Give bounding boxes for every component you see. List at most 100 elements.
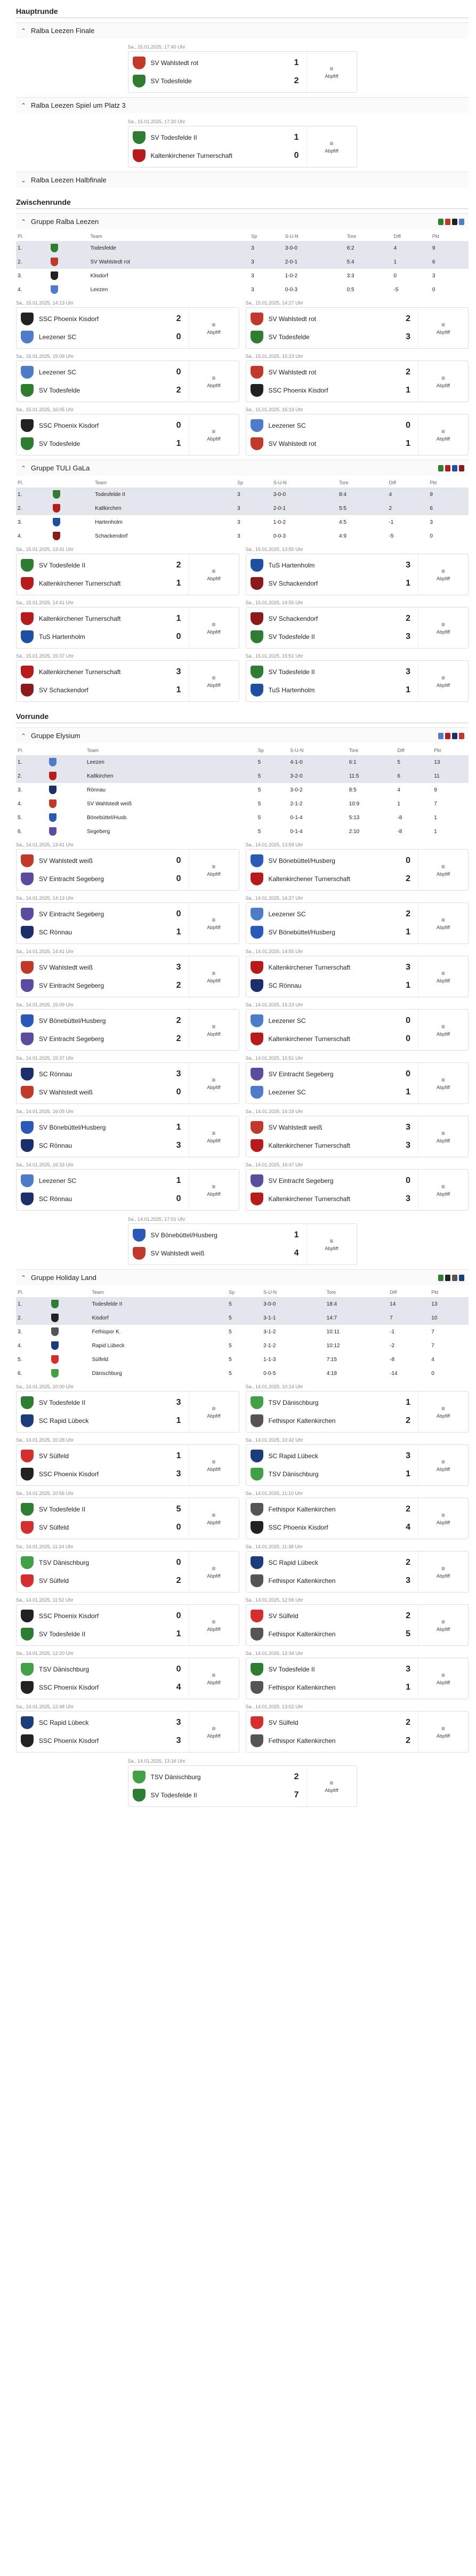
game-box[interactable]: SV Wahlstedt weiß 3 SV Eintracht Segeberg 2…	[16, 956, 239, 997]
game-card[interactable]: Sa., 14.01.2025, 16:47 Uhr SV Eintracht S…	[245, 1162, 469, 1211]
team-name[interactable]: SV Todesfelde II	[150, 1791, 197, 1799]
game-card[interactable]: Sa., 15.01.2025, 17:40 Uhr SV Wahlstedt r…	[127, 44, 357, 93]
team-name[interactable]: SV Sülfeld	[39, 1524, 69, 1531]
team-name[interactable]: SV Todesfelde	[39, 387, 80, 394]
game-box[interactable]: Leezener SC 0 Kaltenkirchener Turnerschaft…	[245, 1009, 469, 1051]
game-box[interactable]: SV Todesfelde II 1 Kaltenkirchener Turners…	[127, 126, 357, 167]
team-name[interactable]: Fethispor Kaltenkirchen	[268, 1506, 336, 1513]
game-box[interactable]: SV Wahlstedt rot 2 SV Todesfelde 3 ≡ Abpfiff	[245, 307, 469, 349]
game-card[interactable]: Sa., 14.01.2025, 12:20 Uhr TSV Dänischbur…	[16, 1650, 239, 1699]
team-name[interactable]: Kaltenkirchener Turnerschaft	[268, 964, 350, 971]
game-card[interactable]: Sa., 15.01.2025, 17:20 Uhr SV Todesfelde …	[127, 118, 357, 167]
team-name[interactable]: Leezener SC	[39, 1177, 77, 1185]
chevron-icon[interactable]: ⌃	[20, 27, 27, 35]
team-name[interactable]: Kaltenkirchener Turnerschaft	[268, 1195, 350, 1203]
game-box[interactable]: SC Rapid Lübeck 3 SSC Phoenix Kisdorf 3 ≡ Abp…	[16, 1711, 239, 1753]
group-header[interactable]: ⌃ Ralba Leezen Finale	[16, 22, 469, 38]
game-box[interactable]: Kaltenkirchener Turnerschaft 3 SC Rönnau 1 ≡…	[245, 956, 469, 997]
team-name[interactable]: SV Sülfeld	[268, 1612, 298, 1620]
team-name[interactable]: SV Eintracht Segeberg	[268, 1070, 334, 1078]
game-card[interactable]: Sa., 14.01.2025, 10:28 Uhr SV Sülfeld 1 SSC…	[16, 1437, 239, 1486]
game-card[interactable]: Sa., 14.01.2025, 12:48 Uhr SC Rapid Lübec…	[16, 1703, 239, 1753]
game-box[interactable]: SV Todesfelde II 3 TuS Hartenholm 1 ≡ Abpfiff	[245, 660, 469, 702]
game-box[interactable]: Fethispor Kaltenkirchen 2 SSC Phoenix Kisd…	[245, 1498, 469, 1539]
game-box[interactable]: Leezener SC 2 SV Bönebüttel/Husberg 1 ≡ Abpfi…	[245, 902, 469, 944]
game-card[interactable]: Sa., 14.01.2025, 10:00 Uhr SV Todesfelde …	[16, 1383, 239, 1433]
team-name[interactable]: SV Eintracht Segeberg	[39, 982, 104, 989]
team-name[interactable]: SV Wahlstedt weiß	[39, 1089, 93, 1096]
team-name[interactable]: SV Wahlstedt weiß	[39, 857, 93, 865]
team-name[interactable]: SC Rönnau	[39, 1195, 72, 1203]
team-name[interactable]: SV Todesfelde II	[268, 1666, 315, 1673]
team-name[interactable]: Leezener SC	[268, 422, 306, 429]
game-card[interactable]: Sa., 15.01.2025, 15:09 Uhr Leezener SC 0 SV…	[16, 353, 239, 402]
team-name[interactable]: SSC Phoenix Kisdorf	[39, 1470, 99, 1478]
team-name[interactable]: SV Wahlstedt rot	[268, 440, 317, 447]
team-name[interactable]: SV Bönebüttel/Husberg	[150, 1231, 217, 1239]
group-header[interactable]: ⌃ Gruppe Ralba Leezen	[16, 213, 469, 229]
game-box[interactable]: Kaltenkirchener Turnerschaft 3 SV Schacken…	[16, 660, 239, 702]
game-card[interactable]: Sa., 15.01.2025, 15:51 Uhr SV Todesfelde …	[245, 653, 469, 702]
team-name[interactable]: Kaltenkirchener Turnerschaft	[39, 580, 121, 587]
team-name[interactable]: SV Bönebüttel/Husberg	[39, 1124, 106, 1131]
game-card[interactable]: Sa., 15.01.2025, 15:23 Uhr SV Wahlstedt r…	[245, 353, 469, 402]
team-name[interactable]: Leezener SC	[39, 369, 77, 376]
game-card[interactable]: Sa., 14.01.2025, 14:13 Uhr SV Eintracht S…	[16, 895, 239, 944]
team-name[interactable]: SV Eintracht Segeberg	[39, 910, 104, 918]
team-name[interactable]: TSV Dänischburg	[150, 1773, 201, 1781]
team-name[interactable]: Kaltenkirchener Turnerschaft	[268, 1035, 350, 1043]
team-name[interactable]: SV Bönebüttel/Husberg	[39, 1017, 106, 1025]
team-name[interactable]: SV Todesfelde II	[39, 1506, 86, 1513]
team-name[interactable]: SSC Phoenix Kisdorf	[268, 1524, 328, 1531]
team-name[interactable]: SV Todesfelde	[39, 440, 80, 447]
game-card[interactable]: Sa., 14.01.2025, 11:52 Uhr SSC Phoenix Ki…	[16, 1597, 239, 1646]
team-name[interactable]: SC Rapid Lübeck	[39, 1719, 89, 1726]
team-name[interactable]: SC Rönnau	[39, 1142, 72, 1149]
game-box[interactable]: TuS Hartenholm 3 SV Schackendorf 1 ≡ Abpfiff	[245, 554, 469, 595]
game-card[interactable]: Sa., 15.01.2025, 14:41 Uhr Kaltenkirchene…	[16, 599, 239, 649]
team-name[interactable]: SV Bönebüttel/Husberg	[268, 929, 335, 936]
game-box[interactable]: SV Bönebüttel/Husberg 1 SC Rönnau 3 ≡ Abpfiff	[16, 1116, 239, 1157]
game-card[interactable]: Sa., 14.01.2025, 16:19 Uhr SV Wahlstedt w…	[245, 1108, 469, 1157]
game-card[interactable]: Sa., 14.01.2025, 15:37 Uhr SC Rönnau 3 SV W…	[16, 1055, 239, 1104]
game-box[interactable]: SV Wahlstedt weiß 3 Kaltenkirchener Turner…	[245, 1116, 469, 1157]
team-name[interactable]: Fethispor Kaltenkirchen	[268, 1684, 336, 1691]
team-name[interactable]: SV Wahlstedt weiß	[39, 964, 93, 971]
game-card[interactable]: Sa., 14.01.2025, 12:06 Uhr SV Sülfeld 2 Fet…	[245, 1597, 469, 1646]
team-name[interactable]: SV Sülfeld	[39, 1452, 69, 1460]
team-name[interactable]: SV Sülfeld	[39, 1577, 69, 1585]
game-box[interactable]: SSC Phoenix Kisdorf 0 SV Todesfelde II 1 ≡ Ab…	[16, 1604, 239, 1646]
game-box[interactable]: SV Bönebüttel/Husberg 1 SV Wahlstedt weiß 4…	[127, 1223, 357, 1265]
team-name[interactable]: Fethispor Kaltenkirchen	[268, 1630, 336, 1638]
team-name[interactable]: SV Todesfelde II	[268, 633, 315, 641]
game-box[interactable]: SV Wahlstedt weiß 0 SV Eintracht Segeberg 0…	[16, 849, 239, 891]
game-box[interactable]: SV Bönebüttel/Husberg 0 Kaltenkirchener Tu…	[245, 849, 469, 891]
game-card[interactable]: Sa., 14.01.2025, 15:09 Uhr SV Bönebüttel/…	[16, 1002, 239, 1051]
group-header[interactable]: ⌃ Gruppe Holiday Land	[16, 1269, 469, 1285]
team-name[interactable]: SV Wahlstedt rot	[268, 369, 317, 376]
game-card[interactable]: Sa., 15.01.2025, 16:05 Uhr SSC Phoenix Ki…	[16, 406, 239, 455]
team-name[interactable]: SC Rönnau	[39, 1070, 72, 1078]
game-box[interactable]: SV Todesfelde II 3 SC Rapid Lübeck 1 ≡ Abpfif…	[16, 1391, 239, 1433]
game-box[interactable]: SV Sülfeld 2 Fethispor Kaltenkirchen 2 ≡ Abpf…	[245, 1711, 469, 1753]
game-box[interactable]: SV Eintracht Segeberg 0 Leezener SC 1 ≡ Abpfi…	[245, 1062, 469, 1104]
chevron-icon[interactable]: ⌃	[20, 732, 27, 740]
team-name[interactable]: SV Schackendorf	[268, 615, 318, 622]
game-box[interactable]: SV Wahlstedt rot 2 SSC Phoenix Kisdorf 1 ≡ Ab…	[245, 361, 469, 402]
game-card[interactable]: Sa., 14.01.2025, 10:42 Uhr SC Rapid Lübec…	[245, 1437, 469, 1486]
game-box[interactable]: TSV Dänischburg 0 SV Sülfeld 2 ≡ Abpfiff	[16, 1551, 239, 1593]
team-name[interactable]: SC Rönnau	[39, 929, 72, 936]
team-name[interactable]: SV Todesfelde II	[268, 668, 315, 676]
team-name[interactable]: SC Rönnau	[268, 982, 302, 989]
chevron-icon[interactable]: ⌃	[20, 464, 27, 472]
game-card[interactable]: Sa., 14.01.2025, 13:16 Uhr TSV Dänischbur…	[127, 1758, 357, 1807]
game-card[interactable]: Sa., 14.01.2025, 11:24 Uhr TSV Dänischbur…	[16, 1543, 239, 1593]
group-header[interactable]: ⌄ Ralba Leezen Halbfinale	[16, 172, 469, 188]
game-card[interactable]: Sa., 14.01.2025, 14:27 Uhr Leezener SC 2 SV…	[245, 895, 469, 944]
game-box[interactable]: SC Rapid Lübeck 2 Fethispor Kaltenkirchen 3…	[245, 1551, 469, 1593]
team-name[interactable]: Kaltenkirchener Turnerschaft	[39, 615, 121, 622]
game-card[interactable]: Sa., 14.01.2025, 17:01 Uhr SV Bönebüttel/…	[127, 1216, 357, 1265]
game-card[interactable]: Sa., 14.01.2025, 13:02 Uhr SV Sülfeld 2 Fet…	[245, 1703, 469, 1753]
game-box[interactable]: Leezener SC 0 SV Todesfelde 2 ≡ Abpfiff	[16, 361, 239, 402]
team-name[interactable]: SV Todesfelde II	[39, 562, 86, 569]
